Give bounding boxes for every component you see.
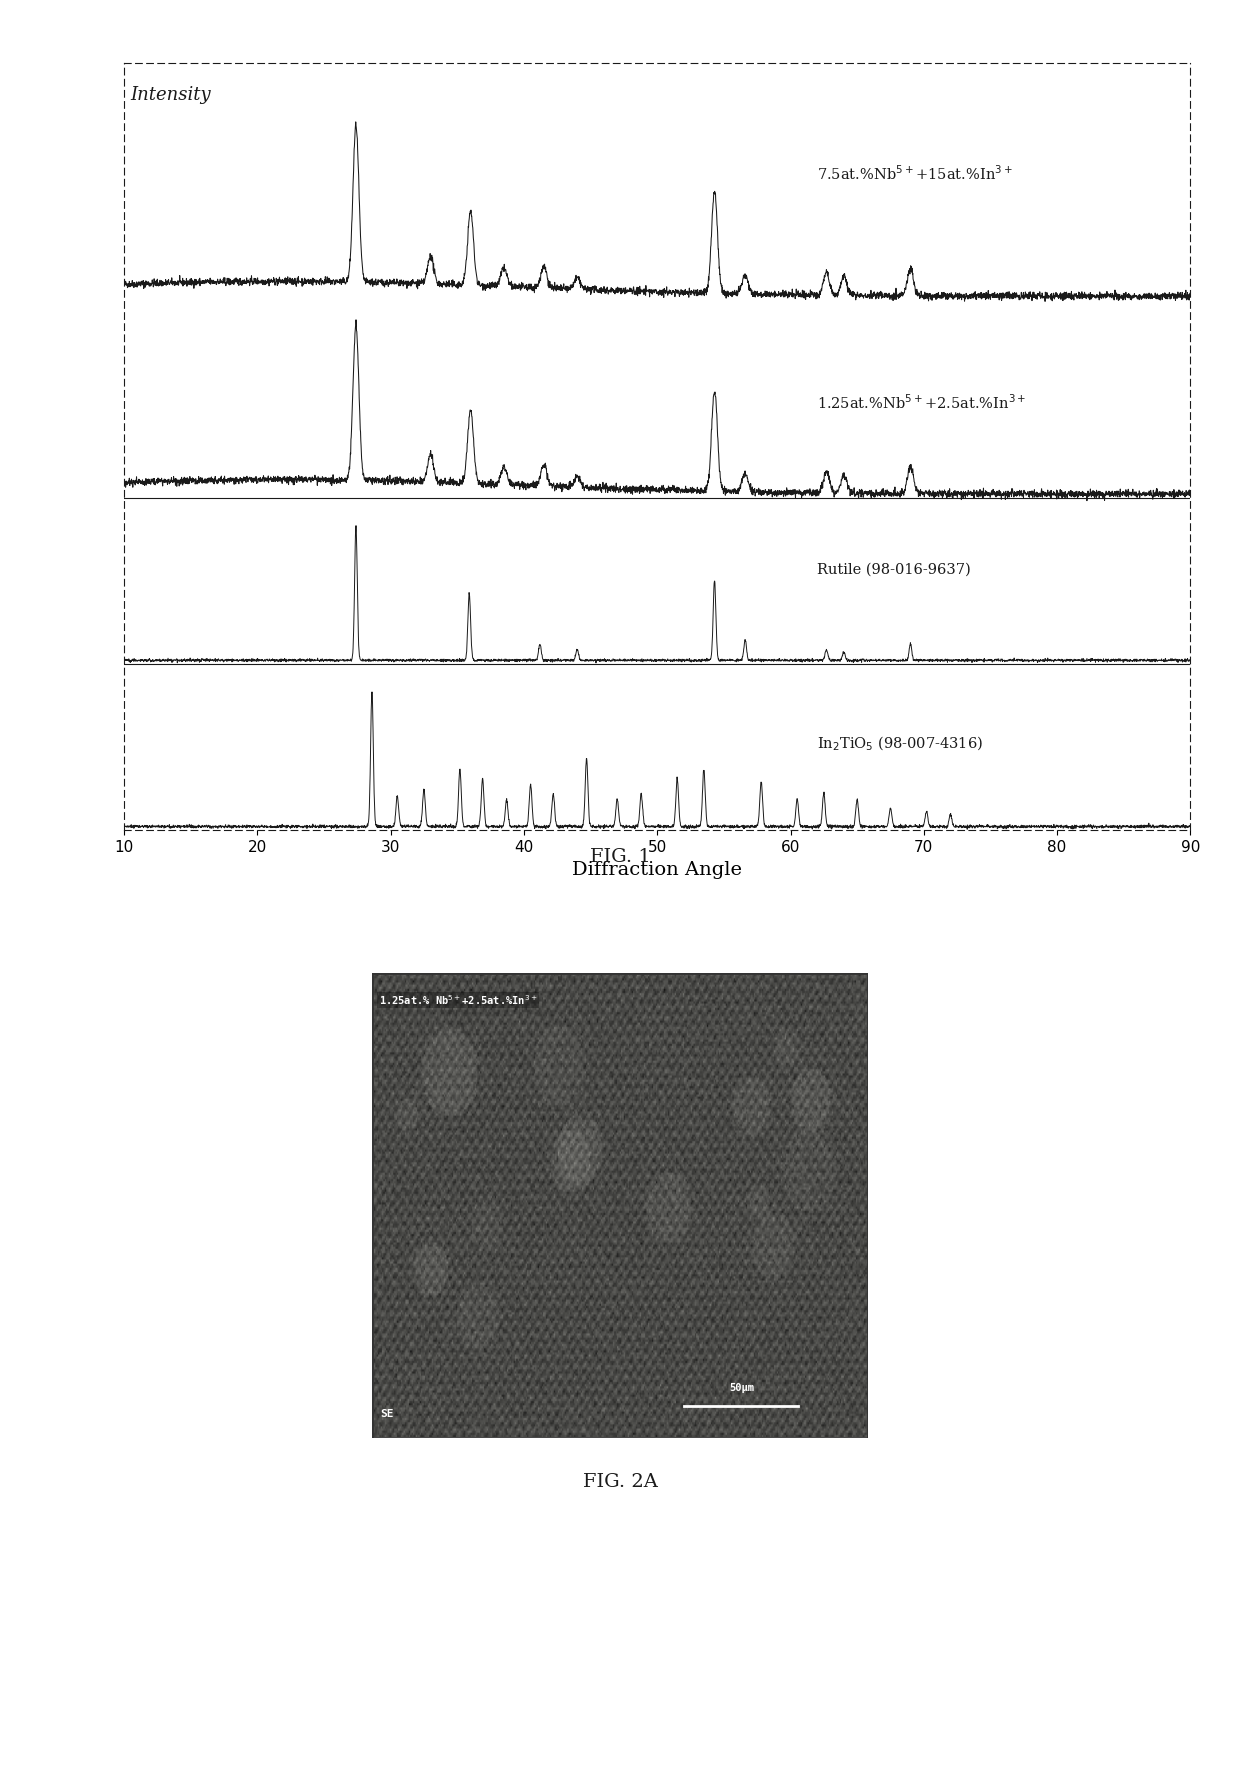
X-axis label: Diffraction Angle: Diffraction Angle xyxy=(572,861,743,879)
Text: FIG. 2A: FIG. 2A xyxy=(583,1473,657,1491)
Text: In$_2$TiO$_5$ (98-007-4316): In$_2$TiO$_5$ (98-007-4316) xyxy=(817,734,983,752)
Bar xyxy=(372,973,868,1438)
Text: Rutile (98-016-9637): Rutile (98-016-9637) xyxy=(817,563,971,577)
Text: 50μm: 50μm xyxy=(729,1384,754,1393)
Text: FIG. 1: FIG. 1 xyxy=(590,848,650,866)
Text: SE: SE xyxy=(379,1409,393,1418)
Text: Intensity: Intensity xyxy=(130,86,211,104)
Text: 7.5at.%Nb$^{5+}$+15at.%In$^{3+}$: 7.5at.%Nb$^{5+}$+15at.%In$^{3+}$ xyxy=(817,164,1013,182)
Text: 1.25at.%Nb$^{5+}$+2.5at.%In$^{3+}$: 1.25at.%Nb$^{5+}$+2.5at.%In$^{3+}$ xyxy=(817,393,1027,413)
Text: 1.25at.% Nb$^{5+}$+2.5at.%In$^{3+}$: 1.25at.% Nb$^{5+}$+2.5at.%In$^{3+}$ xyxy=(378,993,537,1007)
